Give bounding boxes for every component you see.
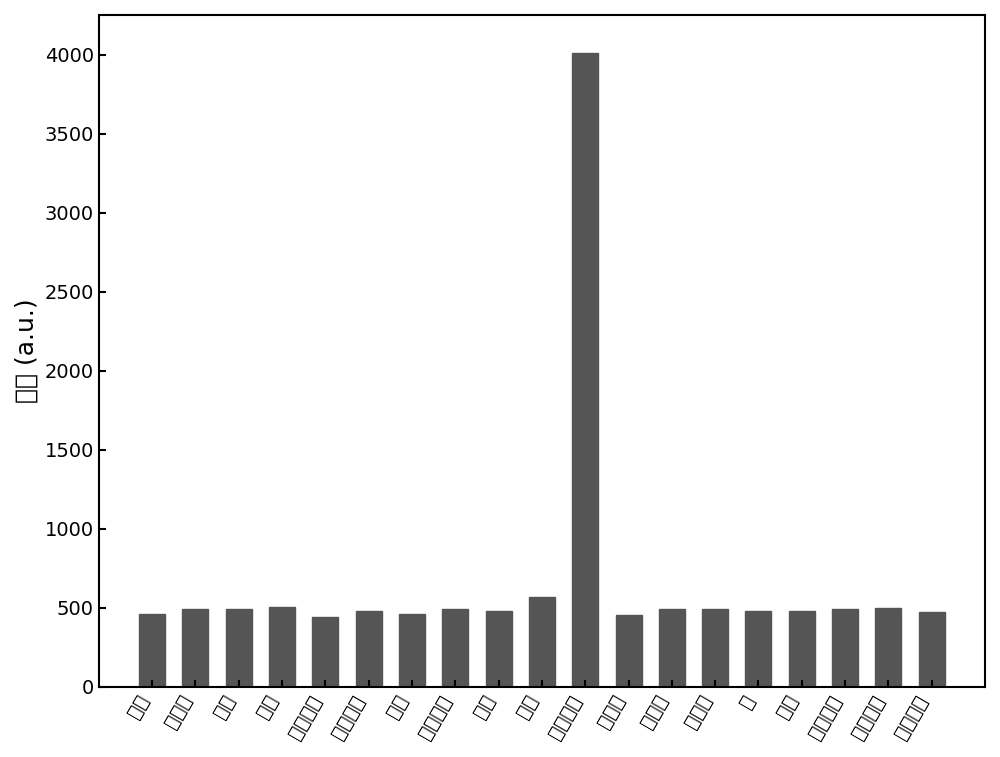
Bar	[182, 609, 208, 687]
Bar	[529, 597, 555, 687]
Bar	[442, 609, 468, 687]
Bar	[356, 611, 382, 687]
Bar	[875, 608, 901, 687]
Bar	[312, 617, 338, 687]
Y-axis label: 强度 (a.u.): 强度 (a.u.)	[15, 299, 39, 403]
Bar	[919, 612, 945, 687]
Bar	[139, 614, 165, 687]
Bar	[226, 609, 252, 687]
Bar	[269, 607, 295, 687]
Bar	[832, 609, 858, 687]
Bar	[486, 611, 512, 687]
Bar	[745, 611, 771, 687]
Bar	[702, 609, 728, 687]
Bar	[789, 611, 815, 687]
Bar	[572, 53, 598, 687]
Bar	[399, 614, 425, 687]
Bar	[616, 615, 642, 687]
Bar	[659, 609, 685, 687]
